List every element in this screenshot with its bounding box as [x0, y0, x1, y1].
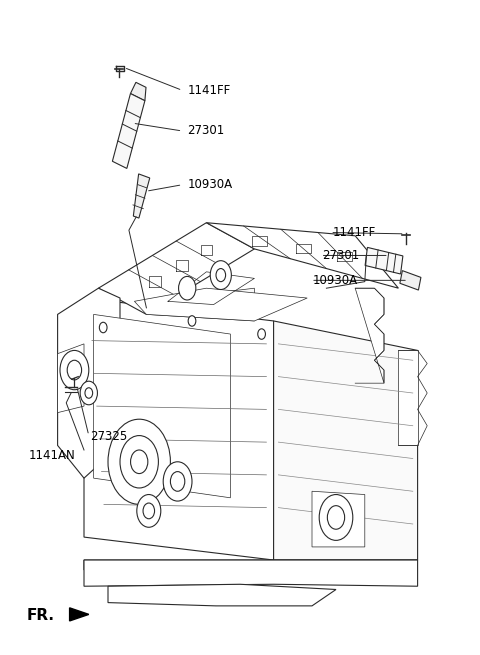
Polygon shape [134, 288, 307, 321]
Circle shape [258, 329, 265, 339]
Circle shape [327, 506, 345, 529]
Text: 27301: 27301 [323, 249, 360, 262]
Polygon shape [84, 560, 418, 586]
Polygon shape [112, 94, 145, 168]
Text: 1141FF: 1141FF [187, 84, 230, 97]
Polygon shape [274, 321, 418, 560]
Polygon shape [108, 584, 336, 606]
Text: 27325: 27325 [90, 430, 128, 443]
Polygon shape [84, 560, 418, 570]
Circle shape [120, 436, 158, 488]
Text: 10930A: 10930A [312, 274, 358, 287]
Polygon shape [398, 350, 418, 445]
Circle shape [210, 261, 231, 290]
Circle shape [179, 276, 196, 300]
Polygon shape [70, 608, 89, 621]
Circle shape [99, 322, 107, 333]
Circle shape [80, 381, 97, 405]
Polygon shape [131, 83, 146, 101]
Polygon shape [355, 288, 384, 383]
Polygon shape [58, 344, 84, 413]
Polygon shape [206, 223, 398, 288]
Circle shape [170, 472, 185, 491]
Polygon shape [365, 248, 403, 274]
Circle shape [163, 462, 192, 501]
Circle shape [67, 360, 82, 380]
Polygon shape [98, 223, 254, 314]
Text: 10930A: 10930A [187, 178, 232, 191]
Polygon shape [84, 298, 274, 560]
Circle shape [188, 316, 196, 326]
Polygon shape [94, 314, 230, 498]
Circle shape [131, 450, 148, 474]
Polygon shape [312, 491, 365, 547]
Circle shape [108, 419, 170, 504]
Polygon shape [146, 288, 254, 321]
Circle shape [60, 350, 89, 390]
Text: 27301: 27301 [187, 124, 225, 138]
Polygon shape [400, 271, 421, 290]
Polygon shape [58, 288, 120, 478]
Circle shape [137, 495, 161, 527]
Circle shape [143, 503, 155, 519]
Text: 1141AN: 1141AN [29, 449, 75, 462]
Polygon shape [133, 174, 150, 218]
Circle shape [216, 269, 226, 282]
Circle shape [85, 388, 93, 398]
Text: FR.: FR. [26, 608, 54, 623]
Text: 1141FF: 1141FF [333, 226, 376, 239]
Circle shape [319, 495, 353, 540]
